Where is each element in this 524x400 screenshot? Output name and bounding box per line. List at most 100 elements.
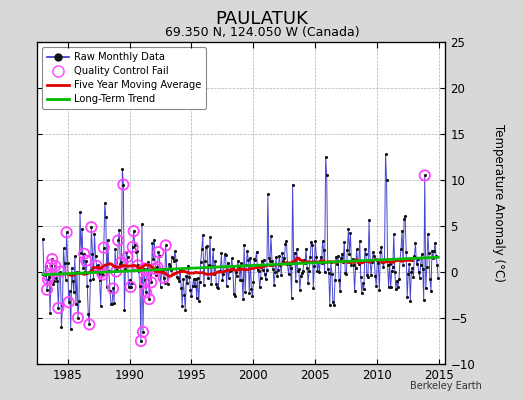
Point	[257, 258, 266, 264]
Point	[416, 274, 424, 281]
Point	[165, 261, 173, 267]
Point	[54, 305, 62, 311]
Point	[80, 250, 89, 257]
Point	[137, 338, 145, 344]
Point	[76, 209, 84, 215]
Point	[322, 172, 331, 179]
Point	[392, 278, 401, 284]
Point	[401, 213, 409, 220]
Point	[187, 293, 195, 300]
Point	[384, 262, 392, 268]
Point	[139, 329, 147, 335]
Y-axis label: Temperature Anomaly (°C): Temperature Anomaly (°C)	[492, 124, 505, 282]
Text: PAULATUK: PAULATUK	[215, 10, 309, 28]
Point	[372, 283, 380, 290]
Point	[321, 269, 329, 276]
Point	[92, 263, 101, 269]
Point	[359, 286, 368, 292]
Point	[348, 256, 357, 262]
Point	[72, 301, 80, 308]
Point	[39, 236, 47, 242]
Point	[362, 251, 370, 257]
Point	[339, 258, 347, 265]
Point	[90, 230, 99, 237]
Point	[256, 275, 265, 282]
Point	[222, 283, 231, 290]
Point	[373, 257, 381, 263]
Point	[237, 260, 245, 266]
Point	[288, 295, 296, 301]
Point	[163, 281, 172, 287]
Point	[216, 268, 225, 274]
Point	[304, 280, 312, 286]
Point	[249, 279, 258, 285]
Point	[340, 239, 348, 246]
Point	[220, 271, 228, 277]
Point	[136, 282, 144, 289]
Point	[425, 275, 434, 282]
Point	[254, 267, 262, 273]
Point	[122, 248, 130, 255]
Point	[398, 228, 406, 234]
Point	[270, 281, 278, 288]
Point	[228, 265, 237, 271]
Point	[406, 298, 414, 304]
Point	[394, 283, 402, 290]
Point	[429, 255, 437, 262]
Point	[111, 246, 119, 252]
Point	[365, 217, 373, 223]
Point	[60, 260, 69, 266]
Point	[134, 262, 142, 268]
Point	[186, 287, 194, 294]
Point	[129, 228, 138, 234]
Point	[46, 310, 54, 317]
Point	[325, 302, 334, 308]
Point	[403, 294, 411, 300]
Point	[177, 284, 185, 291]
Point	[141, 277, 149, 284]
Point	[205, 262, 213, 268]
Point	[232, 269, 240, 275]
Point	[408, 265, 417, 272]
Point	[316, 254, 325, 260]
Point	[357, 289, 366, 296]
Point	[358, 280, 367, 286]
Point	[185, 274, 194, 280]
Point	[173, 274, 181, 280]
Point	[154, 249, 162, 255]
Point	[100, 244, 108, 251]
Point	[123, 254, 132, 260]
Point	[395, 276, 403, 282]
Point	[142, 289, 150, 296]
Point	[353, 246, 361, 253]
Point	[221, 252, 230, 258]
Point	[388, 268, 396, 275]
Point	[57, 324, 66, 330]
Point	[300, 257, 308, 263]
Text: 69.350 N, 124.050 W (Canada): 69.350 N, 124.050 W (Canada)	[165, 26, 359, 39]
Point	[280, 255, 289, 261]
Point	[247, 286, 256, 292]
Point	[419, 265, 427, 272]
Point	[227, 255, 236, 262]
Point	[417, 262, 425, 268]
Point	[130, 242, 139, 248]
Text: Berkeley Earth: Berkeley Earth	[410, 381, 482, 391]
Point	[61, 276, 70, 283]
Point	[272, 254, 280, 260]
Point	[200, 281, 208, 288]
Point	[215, 268, 224, 274]
Point	[319, 238, 327, 244]
Point	[430, 248, 438, 254]
Point	[273, 273, 281, 279]
Point	[167, 267, 175, 274]
Point	[193, 274, 202, 281]
Point	[127, 280, 136, 286]
Point	[194, 298, 203, 305]
Point	[341, 270, 350, 276]
Point	[138, 221, 146, 227]
Point	[282, 238, 291, 244]
Point	[62, 229, 71, 236]
Point	[356, 274, 365, 281]
Point	[285, 271, 293, 278]
